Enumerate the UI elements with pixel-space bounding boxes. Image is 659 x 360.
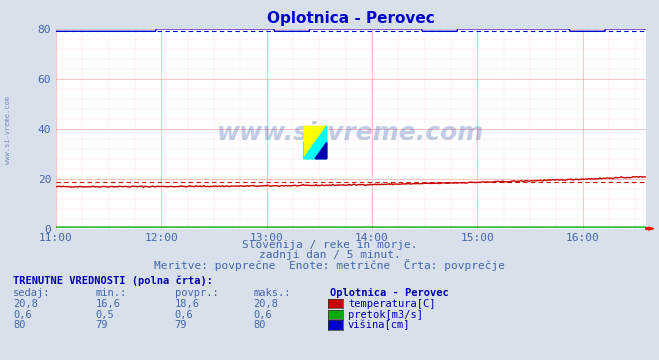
Polygon shape	[315, 143, 327, 159]
Text: 80: 80	[13, 320, 26, 330]
Text: Slovenija / reke in morje.: Slovenija / reke in morje.	[242, 240, 417, 250]
Text: 0,6: 0,6	[175, 310, 193, 320]
Text: 0,5: 0,5	[96, 310, 114, 320]
Text: višina[cm]: višina[cm]	[348, 320, 411, 330]
Text: 18,6: 18,6	[175, 299, 200, 309]
Text: Meritve: povprečne  Enote: metrične  Črta: povprečje: Meritve: povprečne Enote: metrične Črta:…	[154, 259, 505, 271]
Text: 0,6: 0,6	[254, 310, 272, 320]
Polygon shape	[304, 126, 327, 143]
Text: sedaj:: sedaj:	[13, 288, 51, 298]
Text: Oplotnica - Perovec: Oplotnica - Perovec	[330, 288, 448, 298]
Text: 80: 80	[254, 320, 266, 330]
Polygon shape	[315, 143, 327, 159]
Text: temperatura[C]: temperatura[C]	[348, 299, 436, 309]
Text: 79: 79	[175, 320, 187, 330]
Text: maks.:: maks.:	[254, 288, 291, 298]
Text: min.:: min.:	[96, 288, 127, 298]
Text: 20,8: 20,8	[13, 299, 38, 309]
Text: 16,6: 16,6	[96, 299, 121, 309]
Polygon shape	[304, 126, 327, 159]
Text: pretok[m3/s]: pretok[m3/s]	[348, 310, 423, 320]
Title: Oplotnica - Perovec: Oplotnica - Perovec	[267, 11, 435, 26]
Polygon shape	[304, 126, 327, 159]
Polygon shape	[304, 143, 327, 159]
Text: zadnji dan / 5 minut.: zadnji dan / 5 minut.	[258, 251, 401, 261]
Text: 20,8: 20,8	[254, 299, 279, 309]
Text: TRENUTNE VREDNOSTI (polna črta):: TRENUTNE VREDNOSTI (polna črta):	[13, 276, 213, 287]
Text: www.si-vreme.com: www.si-vreme.com	[217, 121, 484, 145]
Text: 79: 79	[96, 320, 108, 330]
Text: povpr.:: povpr.:	[175, 288, 218, 298]
Text: www.si-vreme.com: www.si-vreme.com	[5, 96, 11, 163]
Text: 0,6: 0,6	[13, 310, 32, 320]
